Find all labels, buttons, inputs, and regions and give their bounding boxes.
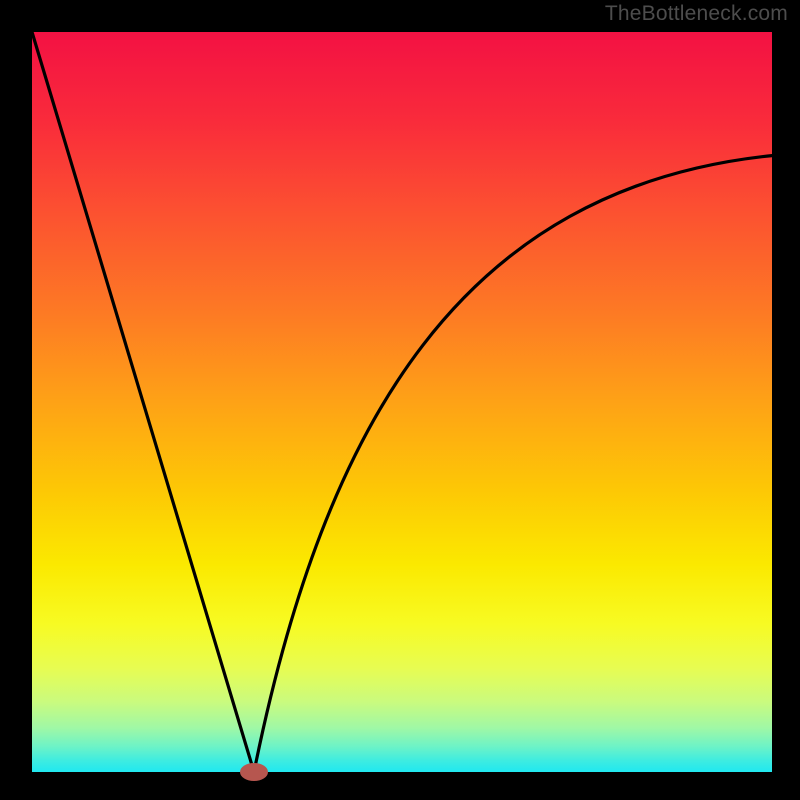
curve-path xyxy=(32,32,772,772)
plot-area xyxy=(32,32,772,772)
optimum-marker xyxy=(240,763,268,781)
site-watermark: TheBottleneck.com xyxy=(605,2,788,26)
bottleneck-curve xyxy=(32,32,772,772)
chart-frame: TheBottleneck.com xyxy=(0,0,800,800)
